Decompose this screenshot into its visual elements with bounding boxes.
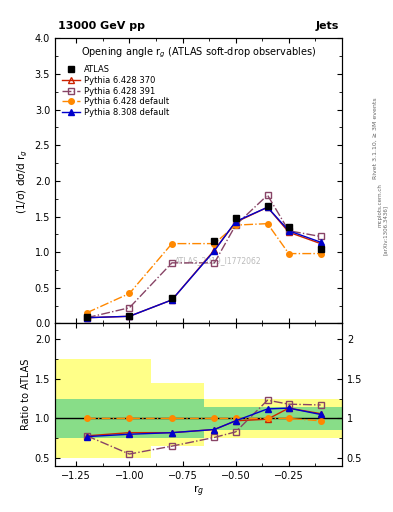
Line: ATLAS: ATLAS [84, 203, 324, 320]
Bar [55, 399, 108, 438]
Pythia 6.428 370 [265, 204, 270, 210]
Pythia 6.428 default [286, 250, 291, 257]
ATLAS [233, 215, 238, 221]
Line: Pythia 6.428 default: Pythia 6.428 default [84, 221, 323, 315]
ATLAS [318, 246, 323, 252]
Pythia 8.308 default [127, 313, 132, 319]
Pythia 6.428 391 [265, 192, 270, 198]
Pythia 8.308 default [169, 297, 174, 303]
ATLAS [127, 313, 132, 319]
Pythia 6.428 391 [169, 260, 174, 266]
Pythia 8.308 default [212, 248, 217, 254]
ATLAS [212, 239, 217, 245]
Bar [257, 399, 342, 438]
Text: Opening angle r$_g$ (ATLAS soft-drop observables): Opening angle r$_g$ (ATLAS soft-drop obs… [81, 46, 316, 60]
Y-axis label: (1/σ) dσ/d r$_g$: (1/σ) dσ/d r$_g$ [16, 148, 31, 214]
Pythia 6.428 370 [233, 219, 238, 225]
Pythia 6.428 370 [318, 241, 323, 247]
Line: Pythia 6.428 391: Pythia 6.428 391 [84, 193, 323, 321]
Legend: ATLAS, Pythia 6.428 370, Pythia 6.428 391, Pythia 6.428 default, Pythia 8.308 de: ATLAS, Pythia 6.428 370, Pythia 6.428 39… [62, 66, 169, 117]
Pythia 6.428 391 [233, 222, 238, 228]
Pythia 6.428 391 [318, 233, 323, 240]
Pythia 8.308 default [286, 228, 291, 234]
Pythia 6.428 370 [286, 229, 291, 236]
Pythia 6.428 default [265, 221, 270, 227]
Text: 13000 GeV pp: 13000 GeV pp [58, 22, 145, 31]
Pythia 8.308 default [84, 315, 89, 321]
Bar [55, 359, 108, 458]
Pythia 6.428 391 [286, 228, 291, 234]
ATLAS [265, 203, 270, 209]
Text: Rivet 3.1.10, ≥ 3M events: Rivet 3.1.10, ≥ 3M events [373, 97, 378, 179]
Line: Pythia 6.428 370: Pythia 6.428 370 [84, 204, 323, 321]
Bar [108, 399, 151, 438]
Bar [151, 383, 204, 446]
Pythia 6.428 391 [84, 315, 89, 321]
Text: mcplots.cern.ch: mcplots.cern.ch [378, 183, 383, 227]
Text: [arXiv:1306.3436]: [arXiv:1306.3436] [383, 205, 387, 255]
Bar [204, 399, 257, 438]
X-axis label: r$_g$: r$_g$ [193, 483, 204, 499]
Text: Jets: Jets [316, 22, 339, 31]
Pythia 6.428 default [233, 222, 238, 228]
Pythia 6.428 391 [212, 260, 217, 266]
ATLAS [286, 224, 291, 230]
Bar [108, 359, 151, 458]
Pythia 6.428 370 [169, 297, 174, 303]
Y-axis label: Ratio to ATLAS: Ratio to ATLAS [20, 359, 31, 431]
Pythia 6.428 391 [127, 305, 132, 311]
Pythia 6.428 default [212, 241, 217, 247]
Pythia 6.428 370 [84, 315, 89, 321]
ATLAS [84, 314, 89, 320]
ATLAS [169, 295, 174, 302]
Pythia 8.308 default [318, 239, 323, 245]
Pythia 6.428 default [127, 290, 132, 296]
Pythia 6.428 default [318, 250, 323, 257]
Bar [151, 399, 204, 438]
Pythia 6.428 default [169, 241, 174, 247]
Pythia 8.308 default [265, 204, 270, 210]
Pythia 6.428 370 [212, 247, 217, 253]
Bar [204, 407, 257, 430]
Text: ATLAS_2019_I1772062: ATLAS_2019_I1772062 [175, 256, 262, 265]
Pythia 8.308 default [233, 219, 238, 225]
Bar [257, 407, 342, 430]
Pythia 6.428 default [84, 310, 89, 316]
Pythia 6.428 370 [127, 313, 132, 319]
Line: Pythia 8.308 default: Pythia 8.308 default [84, 204, 323, 321]
